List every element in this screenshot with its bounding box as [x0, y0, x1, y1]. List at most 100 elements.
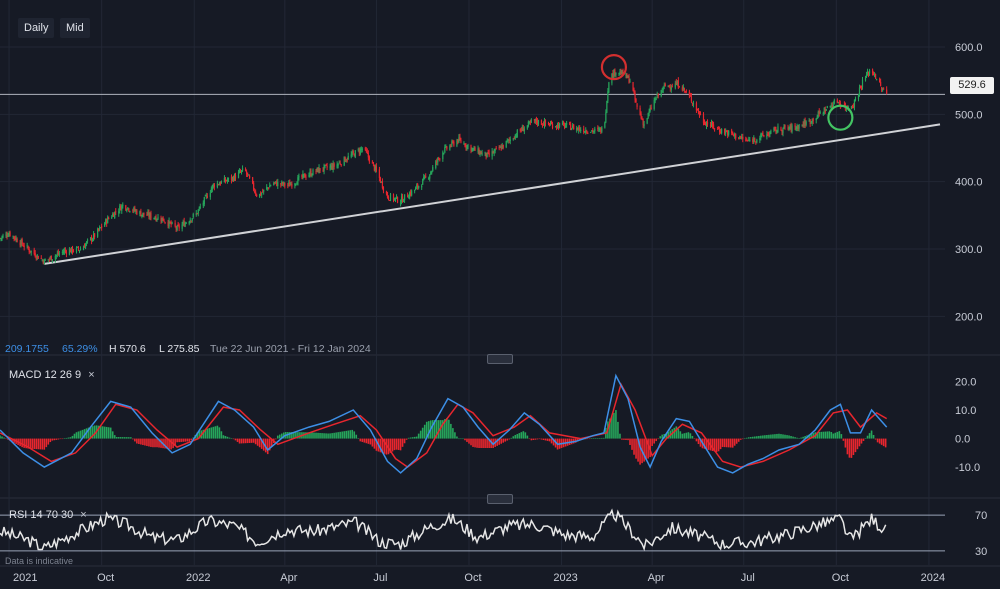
macd-histogram-bar	[63, 438, 66, 439]
macd-histogram-bar	[639, 438, 641, 465]
macd-histogram-bar	[778, 433, 780, 439]
candle-body	[351, 151, 353, 155]
macd-histogram-bar	[512, 436, 515, 439]
panel-splitter-1[interactable]	[487, 354, 513, 364]
macd-histogram-bar	[858, 438, 861, 447]
candle-body	[240, 170, 243, 172]
macd-histogram-bar	[361, 438, 364, 442]
macd-histogram-bar	[295, 432, 297, 439]
macd-histogram-bar	[510, 437, 513, 439]
candle-body	[689, 94, 692, 97]
candle-body	[301, 175, 303, 178]
candlestick-series	[0, 68, 888, 265]
macd-histogram-bar	[37, 438, 40, 450]
candle-body	[231, 177, 234, 180]
candle-body	[576, 127, 578, 131]
candle-body	[359, 148, 361, 155]
macd-histogram-bar	[375, 438, 378, 451]
candle-body	[523, 128, 525, 132]
candle-body	[358, 150, 360, 153]
rsi-close-button[interactable]: ×	[80, 509, 87, 521]
candle-body	[148, 212, 150, 218]
macd-histogram-bar	[532, 438, 535, 440]
candle-body	[727, 130, 729, 136]
macd-histogram-bar	[276, 435, 279, 439]
macd-close-button[interactable]: ×	[88, 369, 95, 381]
macd-histogram-bar	[186, 438, 188, 442]
candle-body	[12, 235, 14, 237]
candle-body	[522, 127, 524, 132]
macd-histogram-bar	[854, 438, 857, 453]
candle-body	[605, 112, 607, 122]
candle-body	[210, 188, 212, 193]
panel-splitter-2[interactable]	[487, 494, 513, 504]
candle-body	[711, 122, 714, 126]
candle-body	[246, 172, 249, 175]
candle-body	[189, 219, 191, 223]
candle-body	[662, 86, 664, 90]
macd-histogram-bar	[468, 438, 470, 444]
macd-histogram-bar	[830, 432, 833, 439]
macd-histogram-bar	[423, 424, 426, 439]
daily-button[interactable]: Daily	[18, 18, 55, 38]
macd-histogram-bar	[782, 434, 784, 439]
candle-body	[781, 130, 783, 133]
candle-body	[178, 225, 180, 229]
candle-body	[275, 181, 277, 183]
candle-body	[795, 128, 797, 130]
macd-histogram-bar	[152, 438, 154, 448]
candle-body	[368, 156, 370, 162]
macd-histogram-bar	[433, 420, 436, 439]
candle-body	[7, 236, 9, 238]
rsi-params: 14 70 30	[30, 509, 74, 521]
candle-body	[515, 135, 517, 137]
macd-histogram-bar	[697, 438, 700, 444]
macd-histogram-bar	[490, 438, 492, 448]
macd-histogram-bar	[105, 426, 108, 439]
macd-histogram-bar	[597, 438, 599, 439]
candle-body	[225, 180, 228, 182]
candle-body	[620, 71, 622, 75]
candle-body	[549, 123, 552, 125]
candle-body	[322, 169, 324, 171]
macd-histogram-bar	[419, 430, 422, 439]
candle-body	[593, 130, 595, 132]
candle-body	[766, 134, 768, 138]
candle-body	[204, 195, 206, 197]
macd-histogram-bar	[657, 438, 660, 440]
candle-body	[628, 75, 630, 83]
macd-histogram-bar	[184, 438, 186, 442]
mid-button[interactable]: Mid	[60, 18, 90, 38]
macd-histogram-bar	[351, 429, 354, 439]
candle-body	[216, 183, 218, 188]
candle-body	[837, 102, 839, 104]
candle-body	[277, 182, 279, 187]
candle-body	[615, 72, 617, 75]
candle-body	[196, 213, 198, 215]
macd-histogram-bar	[7, 438, 9, 440]
macd-histogram-bar	[3, 437, 5, 439]
candle-body	[690, 96, 693, 102]
candle-body	[5, 233, 7, 237]
macd-histogram-bar	[524, 432, 527, 439]
macd-histogram-bar	[595, 438, 597, 439]
candle-body	[769, 132, 771, 135]
candle-body	[585, 130, 587, 133]
candle-body	[139, 211, 141, 214]
macd-histogram-bar	[258, 438, 261, 448]
candle-body	[411, 190, 413, 196]
macd-histogram-bar	[103, 426, 106, 439]
macd-histogram-bar	[780, 434, 782, 439]
macd-histogram-bar	[826, 431, 829, 439]
candle-body	[647, 113, 649, 119]
candle-body	[649, 107, 651, 111]
candle-body	[168, 220, 170, 227]
macd-histogram-bar	[220, 431, 223, 439]
candle-body	[418, 186, 420, 188]
candle-body	[458, 137, 460, 143]
macd-histogram-bar	[876, 438, 879, 443]
macd-histogram-bar	[421, 427, 424, 439]
macd-histogram-bar	[27, 438, 29, 449]
candle-body	[709, 125, 712, 127]
